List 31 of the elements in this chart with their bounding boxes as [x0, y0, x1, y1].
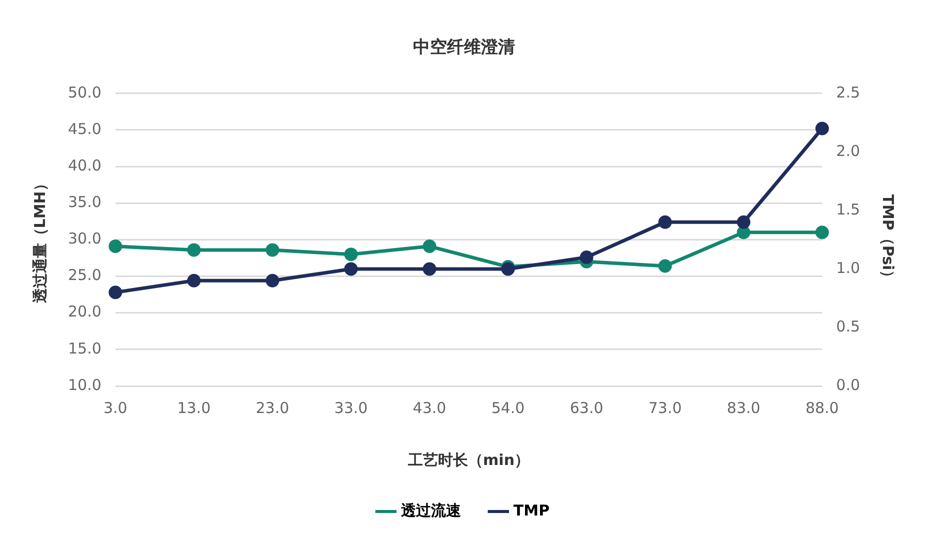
x-tick-label: 73.0: [648, 398, 682, 417]
x-tick-label: 88.0: [805, 398, 839, 417]
x-tick-label: 3.0: [103, 398, 128, 417]
x-axis-title: 工艺时长（min）: [407, 450, 530, 469]
y2-tick-label: 1.5: [836, 200, 860, 218]
y2-tick-label: 2.0: [836, 142, 860, 160]
y-tick-label: 35.0: [68, 193, 102, 212]
y-tick-label: 25.0: [68, 266, 102, 284]
y-tick-label: 40.0: [68, 156, 102, 174]
x-tick-label: 13.0: [177, 398, 211, 417]
y2-tick-label: 1.0: [836, 258, 860, 277]
y-tick-label: 20.0: [68, 302, 102, 321]
y-tick-label: 45.0: [68, 120, 102, 138]
x-tick-label: 33.0: [334, 398, 368, 417]
legend-label: TMP: [513, 501, 550, 520]
y-axis-title: 透过通量（LMH）: [30, 176, 49, 304]
x-tick-label: 23.0: [256, 398, 290, 417]
chart-title: 中空纤维澄清: [413, 38, 515, 58]
y2-tick-label: 0.5: [836, 317, 860, 336]
x-tick-label: 83.0: [726, 398, 760, 417]
y2-axis-title: TMP（Psi）: [879, 194, 898, 286]
y2-tick-label: 2.5: [836, 83, 860, 102]
y-tick-label: 50.0: [68, 83, 102, 102]
y-tick-label: 30.0: [68, 230, 102, 248]
y-tick-label: 15.0: [68, 339, 102, 358]
x-tick-label: 54.0: [491, 398, 525, 417]
y2-tick-label: 0.0: [836, 376, 860, 394]
x-tick-label: 43.0: [412, 398, 446, 417]
legend-label: 透过流速: [400, 501, 462, 520]
y-tick-label: 10.0: [68, 376, 102, 394]
x-tick-label: 63.0: [570, 398, 604, 417]
